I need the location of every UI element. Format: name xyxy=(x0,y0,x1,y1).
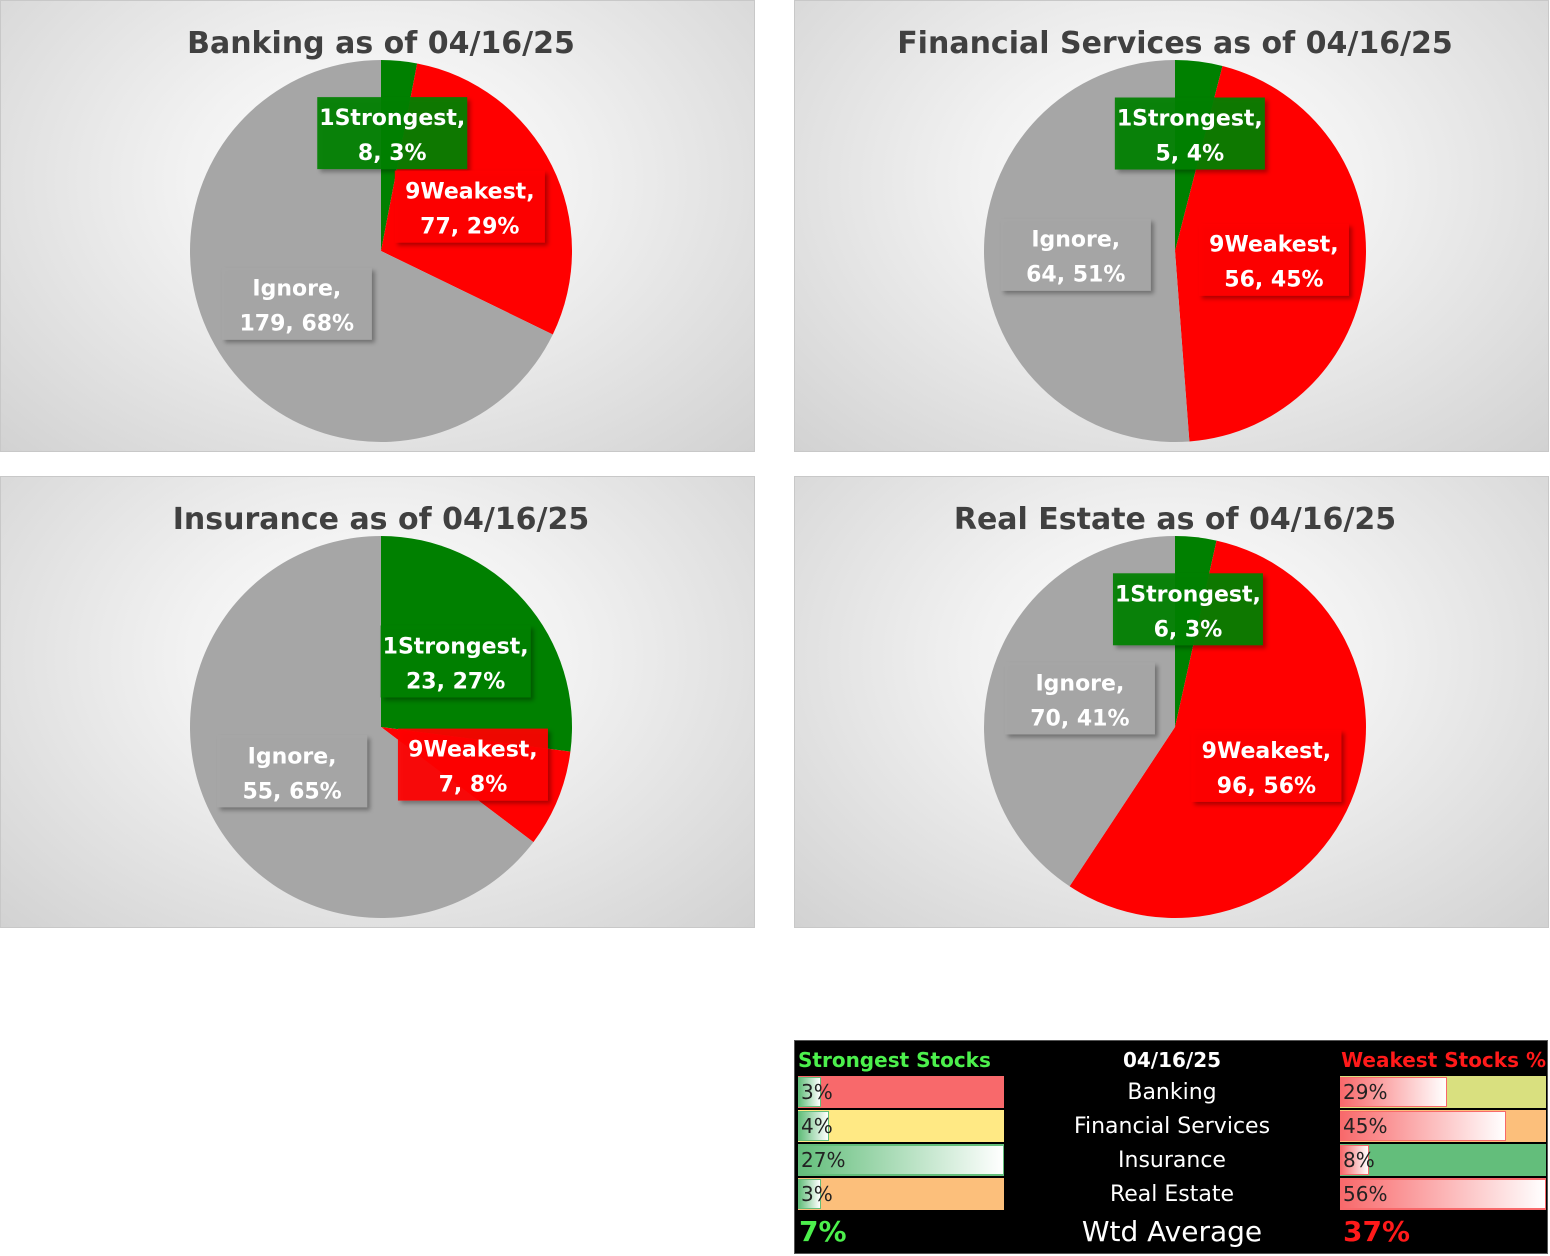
strongest-cell: 3% xyxy=(798,1076,1004,1108)
data-label-text: 8, 3% xyxy=(358,141,427,166)
pie-panel-real-estate: Real Estate as of 04/16/25 1Strongest, 6, … xyxy=(794,476,1549,928)
data-label-text: 9Weakest, xyxy=(1202,739,1332,764)
pie-panel-insurance: Insurance as of 04/16/25 1Strongest, 23, 2… xyxy=(0,476,755,928)
weakest-cell: 29% xyxy=(1340,1076,1546,1108)
strongest-data-bar xyxy=(798,1077,821,1107)
data-label-text: 5, 4% xyxy=(1155,142,1224,167)
wtd-average-label: Wtd Average xyxy=(1081,1215,1263,1248)
data-label-text: Ignore, xyxy=(248,744,337,769)
strongest-value: 27% xyxy=(801,1148,846,1172)
data-label-text: 1Strongest, xyxy=(1115,582,1261,607)
sector-name: Insurance xyxy=(1118,1148,1226,1173)
pie-panel-banking: Banking as of 04/16/25 1Strongest, 8, 3% 9W… xyxy=(0,0,755,452)
data-label-ignore: Ignore, 179, 68% xyxy=(221,267,372,340)
sector-name: Banking xyxy=(1127,1080,1217,1105)
strongest-value: 3% xyxy=(801,1182,833,1206)
data-label-box xyxy=(221,267,372,340)
pie-slice-ignore xyxy=(190,60,553,442)
data-label-ignore: Ignore, 70, 41% xyxy=(1004,662,1155,735)
data-label-1strongest: 1Strongest, 6, 3% xyxy=(1112,573,1263,646)
strongest-cell: 27% xyxy=(798,1144,1004,1176)
data-label-text: 9Weakest, xyxy=(405,180,535,205)
weakest-header: Weakest Stocks % xyxy=(1341,1048,1546,1072)
pie-chart: Financial Services as of 04/16/25 1Strong… xyxy=(897,26,1453,442)
weakest-data-bar xyxy=(1340,1145,1370,1175)
weakest-data-bar xyxy=(1340,1179,1546,1209)
strongest-value: 3% xyxy=(801,1080,833,1104)
strongest-data-bar xyxy=(798,1111,829,1141)
data-label-text: 6, 3% xyxy=(1154,617,1223,642)
date-header: 04/16/25 xyxy=(1122,1048,1222,1072)
data-label-text: 9Weakest, xyxy=(1209,233,1339,258)
strongest-header: Strongest Stocks % xyxy=(798,1048,991,1102)
data-label-text: 56, 45% xyxy=(1224,268,1323,293)
data-label-text: 64, 51% xyxy=(1026,263,1125,288)
sector-name: Financial Services xyxy=(1073,1114,1271,1139)
data-label-text: 9Weakest, xyxy=(408,738,538,763)
data-label-text: 7, 8% xyxy=(439,773,508,798)
data-label-text: 96, 56% xyxy=(1217,774,1316,799)
pie-panel-financial-services: Financial Services as of 04/16/25 1Strong… xyxy=(794,0,1549,452)
weakest-cell: 8% xyxy=(1340,1144,1546,1176)
sector-name: Real Estate xyxy=(1109,1182,1235,1207)
weakest-cell: 56% xyxy=(1340,1178,1546,1210)
data-label-box xyxy=(1000,218,1151,291)
data-label-text: 1Strongest, xyxy=(1117,107,1263,132)
wtd-average-strongest: 7% xyxy=(799,1215,847,1248)
chart-title: Banking as of 04/16/25 xyxy=(187,26,575,61)
data-label-box xyxy=(1112,573,1263,646)
weakest-value: 8% xyxy=(1343,1148,1375,1172)
data-label-box xyxy=(217,735,368,808)
data-label-9weakest: 9Weakest, 56, 45% xyxy=(1198,223,1349,296)
pie-slice-ignore xyxy=(189,536,534,918)
data-label-text: 1Strongest, xyxy=(319,106,465,131)
data-label-box xyxy=(1004,662,1155,735)
strongest-value: 4% xyxy=(801,1114,833,1138)
chart-title: Insurance as of 04/16/25 xyxy=(173,502,590,537)
data-label-box xyxy=(1191,729,1342,802)
data-label-1strongest: 1Strongest, 8, 3% xyxy=(317,97,468,170)
data-label-9weakest: 9Weakest, 77, 29% xyxy=(394,170,545,243)
pie-chart: Insurance as of 04/16/25 1Strongest, 23, 2… xyxy=(173,502,590,918)
pie-chart: Banking as of 04/16/25 1Strongest, 8, 3% 9W… xyxy=(187,26,575,442)
data-label-text: 77, 29% xyxy=(420,215,519,240)
weakest-value: 29% xyxy=(1343,1080,1388,1104)
data-label-text: 70, 41% xyxy=(1030,706,1129,731)
data-label-text: 23, 27% xyxy=(406,669,505,694)
chart-title: Real Estate as of 04/16/25 xyxy=(954,502,1396,537)
pie-chart: Real Estate as of 04/16/25 1Strongest, 6, … xyxy=(954,502,1396,918)
data-label-box xyxy=(317,97,468,170)
weakest-value: 45% xyxy=(1343,1114,1388,1138)
data-label-9weakest: 9Weakest, 7, 8% xyxy=(397,728,548,801)
data-label-ignore: Ignore, 55, 65% xyxy=(217,735,368,808)
data-label-text: Ignore, xyxy=(1031,228,1120,253)
data-label-box xyxy=(394,170,545,243)
weakest-cell: 45% xyxy=(1340,1110,1546,1142)
wtd-average-weakest: 37% xyxy=(1343,1215,1411,1248)
data-label-box xyxy=(1198,223,1349,296)
pie-slice-9weakest xyxy=(1069,540,1366,918)
chart-title: Financial Services as of 04/16/25 xyxy=(897,26,1453,61)
summary-table: Strongest Stocks % 04/16/25 Weakest Stoc… xyxy=(794,1040,1548,1254)
strongest-data-bar xyxy=(798,1179,821,1209)
data-label-1strongest: 1Strongest, 23, 27% xyxy=(380,625,531,698)
strongest-data-bar xyxy=(798,1145,1004,1175)
strongest-cell: 4% xyxy=(798,1110,1004,1142)
data-label-text: Ignore, xyxy=(1035,671,1124,696)
data-label-ignore: Ignore, 64, 51% xyxy=(1000,218,1151,291)
data-label-text: Ignore, xyxy=(252,277,341,302)
strongest-cell: 3% xyxy=(798,1178,1004,1210)
data-label-9weakest: 9Weakest, 96, 56% xyxy=(1191,729,1342,802)
weakest-data-bar xyxy=(1340,1077,1447,1107)
data-label-box xyxy=(380,625,531,698)
weakest-data-bar xyxy=(1340,1111,1506,1141)
weakest-value: 56% xyxy=(1343,1182,1388,1206)
data-label-text: 55, 65% xyxy=(242,779,341,804)
data-label-box xyxy=(1114,97,1265,170)
data-label-box xyxy=(397,728,548,801)
data-label-text: 179, 68% xyxy=(240,312,355,337)
data-label-1strongest: 1Strongest, 5, 4% xyxy=(1114,97,1265,170)
data-label-text: 1Strongest, xyxy=(383,634,529,659)
